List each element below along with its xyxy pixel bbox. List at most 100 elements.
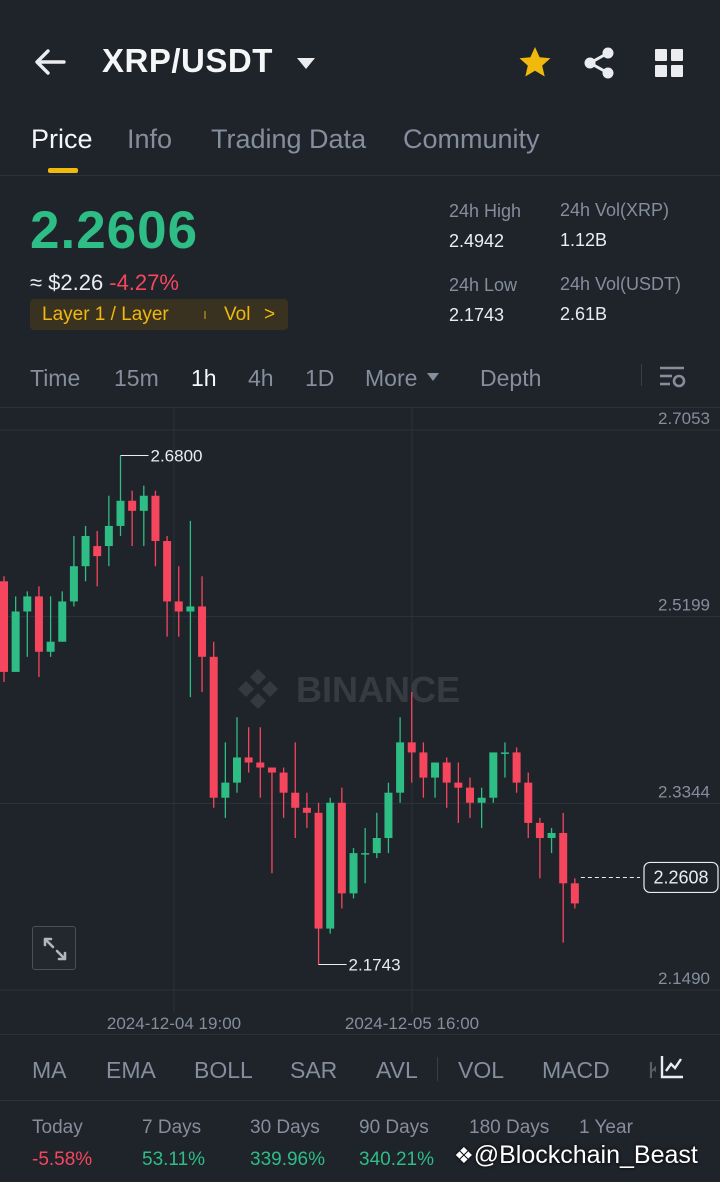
candle (174, 566, 183, 637)
binance-logo-icon (238, 669, 278, 709)
y-axis-labels: 2.7053 2.5199 2.3344 2.1490 (658, 409, 710, 988)
min-price-label: 2.1743 (349, 956, 401, 975)
candle (291, 742, 300, 838)
candle (11, 596, 20, 672)
page-tabs: Price Info Trading Data Community (0, 118, 720, 176)
candle (151, 490, 160, 567)
candle (244, 727, 253, 773)
candle-body (69, 566, 78, 602)
interval-more[interactable]: More (365, 365, 418, 391)
y-tick-label: 2.1490 (658, 969, 710, 988)
candle-body (431, 762, 440, 778)
indicator-macd[interactable]: MACD (542, 1057, 610, 1083)
candle (23, 591, 32, 657)
candle-body (233, 757, 241, 783)
grid-menu-icon[interactable] (652, 46, 686, 80)
binance-watermark: BINANCE (238, 669, 460, 710)
candle-body (256, 762, 265, 768)
category-tag-label: Layer 1 / Layer (42, 304, 169, 325)
interval-15m[interactable]: 15m (114, 365, 159, 391)
tab-community[interactable]: Community (403, 124, 540, 154)
last-price: 2.2606 (30, 201, 199, 260)
candle (442, 757, 451, 808)
perf-label-1y: 1 Year (579, 1117, 633, 1138)
back-arrow-icon[interactable] (30, 42, 70, 82)
indicator-ema[interactable]: EMA (106, 1057, 156, 1083)
x-axis-labels: 2024-12-04 19:00 2024-12-05 16:00 (107, 1014, 479, 1033)
category-tag[interactable] (30, 299, 288, 330)
x-tick-label: 2024-12-05 16:00 (345, 1014, 479, 1033)
y-tick-label: 2.5199 (658, 596, 710, 615)
indicator-overflow-fade: K (648, 1057, 656, 1083)
pair-dropdown-caret-icon[interactable] (294, 54, 318, 72)
interval-time[interactable]: Time (30, 365, 81, 391)
tab-trading-data[interactable]: Trading Data (211, 124, 367, 154)
candle (116, 455, 125, 537)
candle-body (244, 757, 253, 763)
candle-body (512, 752, 521, 783)
candle-body (419, 752, 428, 778)
interval-1d[interactable]: 1D (305, 365, 335, 391)
share-icon[interactable] (580, 44, 618, 82)
indicator-chart-icon[interactable] (658, 1053, 686, 1081)
high-label: 24h High (449, 201, 522, 221)
candle-body (361, 853, 370, 855)
candle-body (407, 742, 416, 753)
candle-body (58, 601, 67, 642)
x-tick-label: 2024-12-04 19:00 (107, 1014, 241, 1033)
perf-value-7d: 53.11% (142, 1149, 206, 1170)
tab-price[interactable]: Price (31, 124, 93, 154)
candle-body (524, 782, 533, 823)
candle-body (384, 792, 393, 838)
user-watermark: ❖@Blockchain_Beast (454, 1141, 698, 1170)
interval-separator (641, 364, 642, 386)
vol-xrp-value: 1.12B (560, 230, 608, 250)
candle (431, 762, 440, 798)
vol-tag-label: Vol (224, 304, 251, 325)
vol-usdt-label: 24h Vol(USDT) (560, 274, 682, 294)
indicator-bar: MA EMA BOLL SAR AVL VOL MACD K (0, 1035, 720, 1101)
pair-title[interactable]: XRP/USDT (102, 42, 273, 79)
candle (256, 727, 265, 798)
performance-row: Today -5.58% 7 Days 53.11% 30 Days 339.9… (0, 1101, 720, 1182)
candle-body (547, 832, 556, 838)
more-caret-icon[interactable] (426, 372, 440, 382)
candle (128, 490, 137, 547)
candle-body (291, 792, 300, 808)
candle (372, 812, 381, 859)
active-tab-indicator (48, 168, 78, 173)
chart-canvas[interactable]: BINANCE 2.7053 2.5199 2.3344 2.1490 2024-12… (0, 408, 720, 1036)
vol-usdt-value: 2.61B (560, 304, 608, 324)
candle-body (186, 606, 195, 612)
candle (361, 827, 370, 884)
perf-label-180d: 180 Days (469, 1117, 550, 1138)
indicator-sar[interactable]: SAR (290, 1057, 338, 1083)
candle (198, 576, 207, 693)
chart-settings-icon[interactable] (656, 360, 688, 392)
candles (0, 455, 579, 965)
indicator-vol[interactable]: VOL (458, 1057, 505, 1083)
perf-label-30d: 30 Days (250, 1117, 320, 1138)
interval-1h[interactable]: 1h (191, 365, 217, 391)
candle (326, 797, 335, 934)
candle (384, 782, 393, 854)
favorite-star-icon[interactable] (516, 44, 554, 82)
interval-4h[interactable]: 4h (248, 365, 274, 391)
candlestick-chart[interactable]: BINANCE 2.7053 2.5199 2.3344 2.1490 2024-12… (0, 407, 720, 1035)
fullscreen-button[interactable] (32, 926, 76, 970)
candle-body (396, 742, 405, 793)
fiat-price: ≈ $2.26 (30, 270, 104, 295)
candle-body (174, 601, 183, 612)
candle-body (11, 611, 20, 672)
indicator-boll[interactable]: BOLL (194, 1057, 253, 1083)
indicator-avl[interactable]: AVL (376, 1057, 418, 1083)
candle-body (34, 596, 43, 652)
indicator-ma[interactable]: MA (32, 1057, 67, 1083)
interval-depth[interactable]: Depth (480, 365, 542, 391)
perf-label-today: Today (32, 1117, 83, 1138)
tag-divider (204, 311, 206, 319)
candle-body (46, 641, 55, 652)
tab-info[interactable]: Info (127, 124, 173, 154)
candle-body (139, 495, 148, 511)
y-tick-label: 2.3344 (658, 782, 710, 801)
